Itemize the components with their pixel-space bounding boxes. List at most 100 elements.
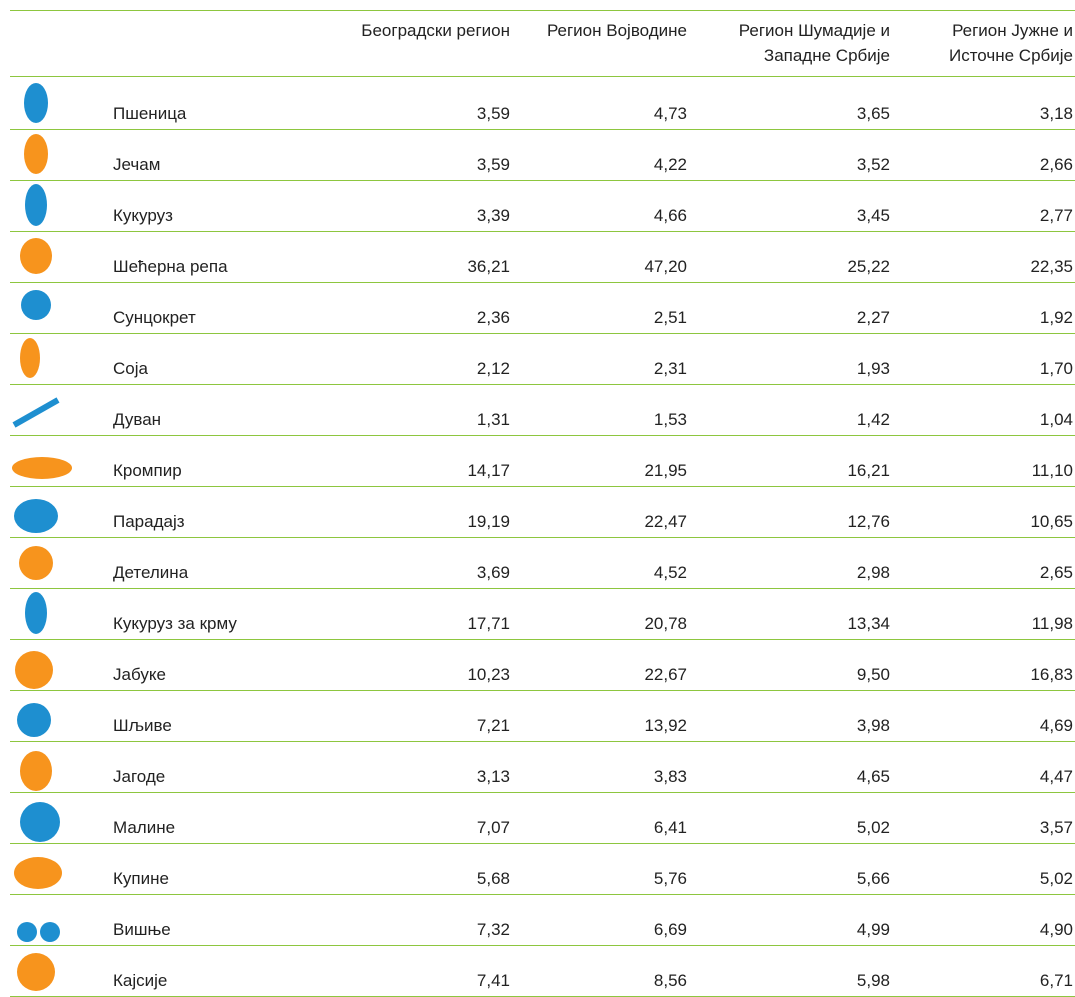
- cell-value: 3,52: [856, 155, 890, 174]
- cell-value: 10,23: [467, 665, 510, 684]
- crop-name: Јечам: [113, 155, 161, 174]
- crop-name: Кајсије: [113, 971, 168, 990]
- row-rule: [10, 894, 1075, 895]
- cell-value: 3,98: [856, 716, 890, 735]
- row-rule: [10, 333, 1075, 334]
- cell-value: 4,73: [653, 104, 687, 123]
- cell-value: 4,65: [856, 767, 890, 786]
- cell-value: 47,20: [644, 257, 687, 276]
- crop-name: Детелина: [113, 563, 189, 582]
- cell-value: 2,77: [1039, 206, 1073, 225]
- cell-value: 7,07: [476, 818, 510, 837]
- cell-value: 3,45: [856, 206, 890, 225]
- row-rule: [10, 384, 1075, 385]
- cell-value: 3,59: [476, 155, 510, 174]
- cell-value: 16,21: [847, 461, 890, 480]
- cell-value: 2,12: [476, 359, 510, 378]
- cell-value: 3,18: [1039, 104, 1073, 123]
- crop-name: Кукуруз за крму: [113, 614, 237, 633]
- cell-value: 1,42: [856, 410, 890, 429]
- row-rule: [10, 945, 1075, 946]
- cell-value: 3,57: [1039, 818, 1073, 837]
- crop-name: Парадајз: [113, 512, 185, 531]
- cell-value: 4,66: [653, 206, 687, 225]
- cell-value: 2,98: [856, 563, 890, 582]
- crop-icon: [12, 83, 72, 991]
- cell-value: 4,22: [653, 155, 687, 174]
- row-rule: [10, 435, 1075, 436]
- crop-name: Вишње: [113, 920, 171, 939]
- cell-value: 2,66: [1039, 155, 1073, 174]
- cell-value: 2,51: [653, 308, 687, 327]
- crop-name: Кукуруз: [113, 206, 173, 225]
- cell-value: 6,69: [653, 920, 687, 939]
- cell-value: 20,78: [644, 614, 687, 633]
- cell-value: 19,19: [467, 512, 510, 531]
- row-rule: [10, 537, 1075, 538]
- cell-value: 5,76: [653, 869, 687, 888]
- cell-value: 14,17: [467, 461, 510, 480]
- row-rule: [10, 588, 1075, 589]
- cell-value: 2,36: [476, 308, 510, 327]
- cell-value: 2,65: [1039, 563, 1073, 582]
- column-header: Регион Војводине: [546, 21, 687, 40]
- cell-value: 16,83: [1030, 665, 1073, 684]
- cell-value: 4,52: [653, 563, 687, 582]
- cell-value: 11,98: [1031, 614, 1073, 633]
- column-header: Регион Јужне и Источне Србије: [948, 21, 1073, 65]
- cell-value: 7,41: [476, 971, 510, 990]
- crop-name: Сунцокрет: [113, 308, 196, 327]
- cell-value: 25,22: [847, 257, 890, 276]
- cell-value: 1,04: [1039, 410, 1073, 429]
- row-rule: [10, 843, 1075, 844]
- cell-value: 2,27: [856, 308, 890, 327]
- cell-value: 3,39: [476, 206, 510, 225]
- row-rule: [10, 180, 1075, 181]
- cell-value: 7,21: [476, 716, 510, 735]
- cell-value: 4,47: [1039, 767, 1073, 786]
- row-rule: [10, 231, 1075, 232]
- crop-name: Јагоде: [113, 767, 166, 786]
- cell-value: 13,34: [847, 614, 890, 633]
- cell-value: 10,65: [1030, 512, 1073, 531]
- column-header: Регион Шумадије и Западне Србије: [738, 21, 890, 65]
- crop-name: Кромпир: [113, 461, 182, 480]
- cell-value: 5,98: [856, 971, 890, 990]
- row-rule: [10, 129, 1075, 130]
- cell-value: 7,32: [476, 920, 510, 939]
- crop-name: Дуван: [113, 410, 162, 429]
- cell-value: 5,02: [1039, 869, 1073, 888]
- cell-value: 11,10: [1031, 461, 1073, 480]
- crop-name: Јабуке: [113, 665, 166, 684]
- icons: [12, 83, 72, 991]
- cell-value: 4,90: [1039, 920, 1073, 939]
- column-header: Београдски регион: [361, 21, 510, 40]
- cell-value: 22,67: [644, 665, 687, 684]
- cell-value: 5,66: [856, 869, 890, 888]
- cell-value: 4,99: [856, 920, 890, 939]
- cell-value: 17,71: [467, 614, 510, 633]
- cell-value: 3,13: [476, 767, 510, 786]
- cell-value: 1,53: [653, 410, 687, 429]
- cell-value: 2,31: [653, 359, 687, 378]
- crop-name: Шећерна репа: [113, 257, 228, 276]
- cell-value: 5,68: [476, 869, 510, 888]
- row-rule: [10, 282, 1075, 283]
- cell-value: 5,02: [856, 818, 890, 837]
- crop-name: Малине: [113, 818, 176, 837]
- cell-value: 1,92: [1039, 308, 1073, 327]
- cell-value: 1,31: [476, 410, 510, 429]
- cell-value: 3,65: [856, 104, 890, 123]
- row-rule: [10, 792, 1075, 793]
- cell-value: 8,56: [653, 971, 687, 990]
- cell-value: 3,83: [653, 767, 687, 786]
- cell-value: 1,70: [1039, 359, 1073, 378]
- cell-value: 4,69: [1039, 716, 1073, 735]
- cell-value: 3,69: [476, 563, 510, 582]
- cell-value: 12,76: [847, 512, 890, 531]
- cell-value: 22,35: [1030, 257, 1073, 276]
- cell-value: 9,50: [856, 665, 890, 684]
- cell-value: 6,71: [1039, 971, 1073, 990]
- crop-name: Шљиве: [113, 716, 172, 735]
